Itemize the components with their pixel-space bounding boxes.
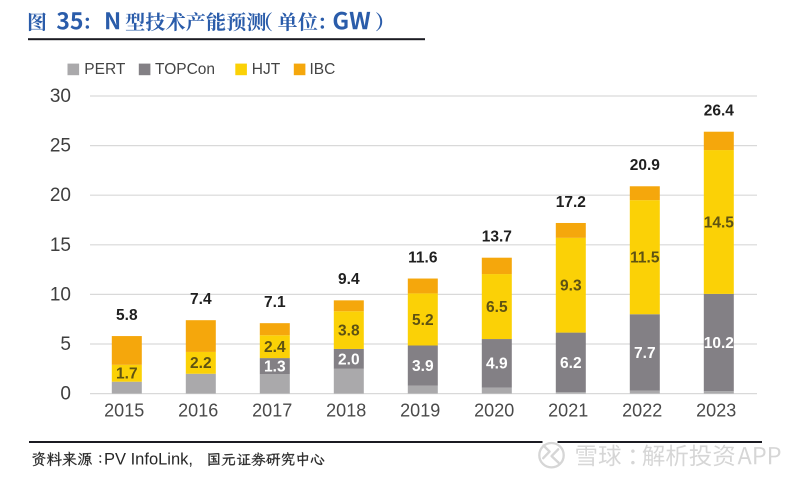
svg-text:13.7: 13.7 [482,229,512,246]
svg-text:2.4: 2.4 [264,339,286,356]
svg-text:5.2: 5.2 [412,312,434,329]
svg-text:IBC: IBC [310,61,336,78]
svg-text:HJT: HJT [252,61,281,78]
svg-text:10: 10 [50,284,71,305]
svg-text:17.2: 17.2 [556,194,586,211]
svg-text:TOPCon: TOPCon [155,61,215,78]
svg-text:1.7: 1.7 [116,366,138,383]
svg-text:3.8: 3.8 [338,323,360,340]
svg-text:26.4: 26.4 [704,103,735,120]
svg-text:2023: 2023 [696,400,736,420]
svg-text:3.9: 3.9 [412,358,434,375]
svg-text:15: 15 [50,235,71,256]
svg-text:14.5: 14.5 [704,214,735,231]
svg-text:PV InfoLink,: PV InfoLink, [104,451,193,469]
svg-text:2016: 2016 [178,400,218,420]
svg-text:5.8: 5.8 [116,307,138,324]
svg-text:2.2: 2.2 [190,355,212,372]
svg-text:7.1: 7.1 [264,294,286,311]
svg-text:25: 25 [50,136,71,157]
svg-text:2017: 2017 [252,400,292,420]
svg-text:6.2: 6.2 [560,355,582,372]
svg-text:2019: 2019 [400,400,440,420]
svg-text:30: 30 [50,86,71,107]
svg-text:9.4: 9.4 [338,271,360,288]
svg-text:11.5: 11.5 [630,250,660,267]
svg-text:PERT: PERT [84,61,126,78]
svg-text:20: 20 [50,185,71,206]
svg-text:6.5: 6.5 [486,299,508,316]
svg-text:9.3: 9.3 [560,278,582,295]
svg-text:7.7: 7.7 [634,345,656,362]
svg-text:2021: 2021 [548,400,588,420]
svg-text:2018: 2018 [326,400,366,420]
svg-text:2020: 2020 [474,400,514,420]
svg-text:1.3: 1.3 [264,359,286,376]
svg-text:2015: 2015 [104,400,144,420]
svg-text:10.2: 10.2 [704,335,734,352]
svg-text:2022: 2022 [622,400,662,420]
svg-text:11.6: 11.6 [408,249,438,266]
svg-text:5: 5 [60,334,71,355]
svg-text:2.0: 2.0 [338,351,360,368]
svg-text:0: 0 [60,384,71,405]
svg-text:20.9: 20.9 [630,157,661,174]
svg-text:7.4: 7.4 [190,291,212,308]
svg-text:4.9: 4.9 [486,356,508,373]
